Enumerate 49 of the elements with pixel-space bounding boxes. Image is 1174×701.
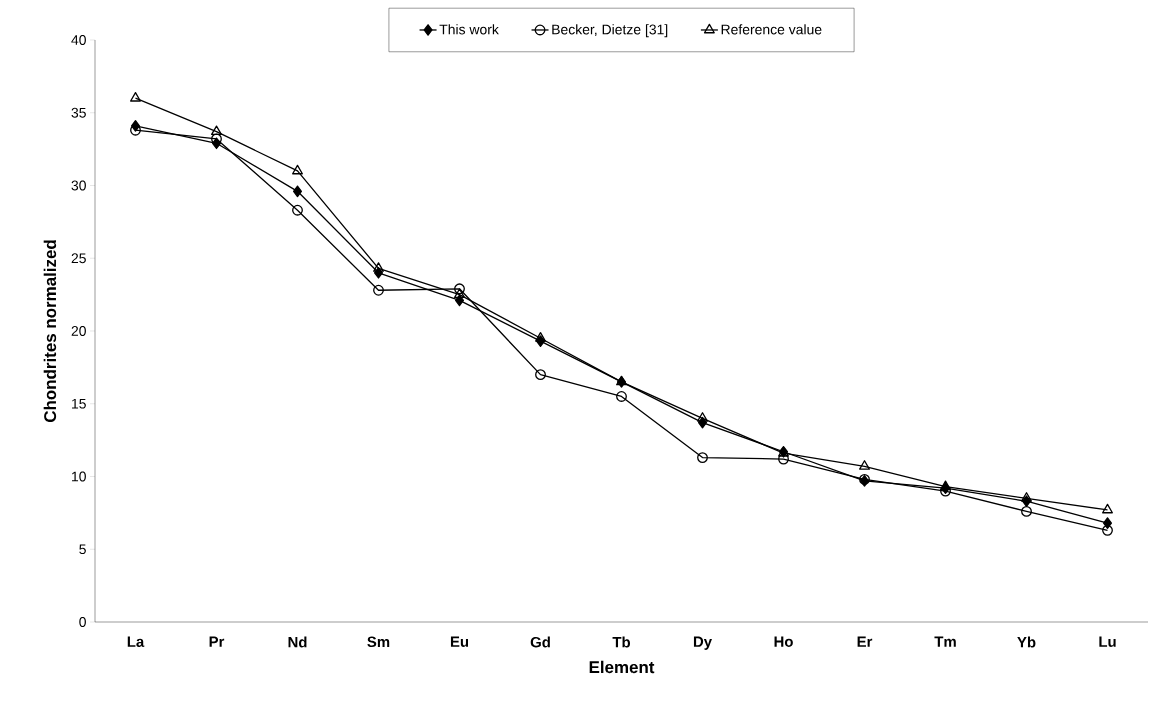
- point: [292, 204, 303, 216]
- y-axis-title: Chondrites normalized: [43, 240, 57, 423]
- point: [454, 288, 465, 299]
- y-tick-label: 25: [71, 253, 86, 264]
- point: [1102, 524, 1113, 536]
- x-tick-label: Tb: [612, 636, 631, 648]
- y-tick-label: 30: [71, 180, 86, 191]
- point: [1021, 505, 1032, 517]
- x-axis-title: Element: [589, 660, 655, 674]
- point: [859, 460, 870, 470]
- point: [211, 125, 222, 136]
- x-tick-label: La: [127, 636, 145, 647]
- point: [535, 369, 546, 381]
- legend-label: Becker, Dietze [31]: [552, 24, 668, 38]
- point: [778, 453, 789, 465]
- x-tick-label: Gd: [530, 636, 550, 648]
- y-tick-label: 20: [71, 326, 86, 336]
- point: [373, 262, 384, 272]
- point: [535, 332, 546, 342]
- y-tick-label: 40: [71, 35, 86, 45]
- x-tick-label: Dy: [693, 636, 712, 650]
- y-tick-label: 35: [71, 107, 86, 118]
- point: [292, 185, 303, 198]
- point: [697, 412, 708, 422]
- point: [1021, 492, 1032, 502]
- x-tick-label: Pr: [209, 636, 225, 647]
- point: [292, 164, 303, 175]
- y-tick-label: 0: [79, 617, 86, 627]
- point: [616, 391, 627, 402]
- legend-label: This work: [439, 24, 499, 35]
- x-tick-label: Nd: [288, 636, 307, 648]
- x-tick-label: Eu: [450, 636, 469, 647]
- point: [373, 284, 384, 296]
- x-tick-label: Er: [857, 636, 873, 647]
- x-tick-label: Ho: [774, 636, 793, 647]
- point: [130, 91, 141, 102]
- x-tick-label: Sm: [367, 636, 390, 648]
- y-tick-label: 5: [79, 544, 86, 555]
- point: [454, 294, 465, 307]
- point: [1102, 503, 1113, 514]
- x-tick-label: Tm: [934, 636, 956, 647]
- legend-label: Reference value: [721, 24, 822, 35]
- y-tick-label: 10: [72, 471, 86, 482]
- point: [1102, 517, 1113, 529]
- point: [454, 283, 465, 295]
- point: [697, 452, 708, 464]
- x-tick-label: Yb: [1017, 636, 1036, 648]
- y-tick-label: 15: [72, 398, 86, 409]
- x-tick-label: Lu: [1099, 636, 1116, 647]
